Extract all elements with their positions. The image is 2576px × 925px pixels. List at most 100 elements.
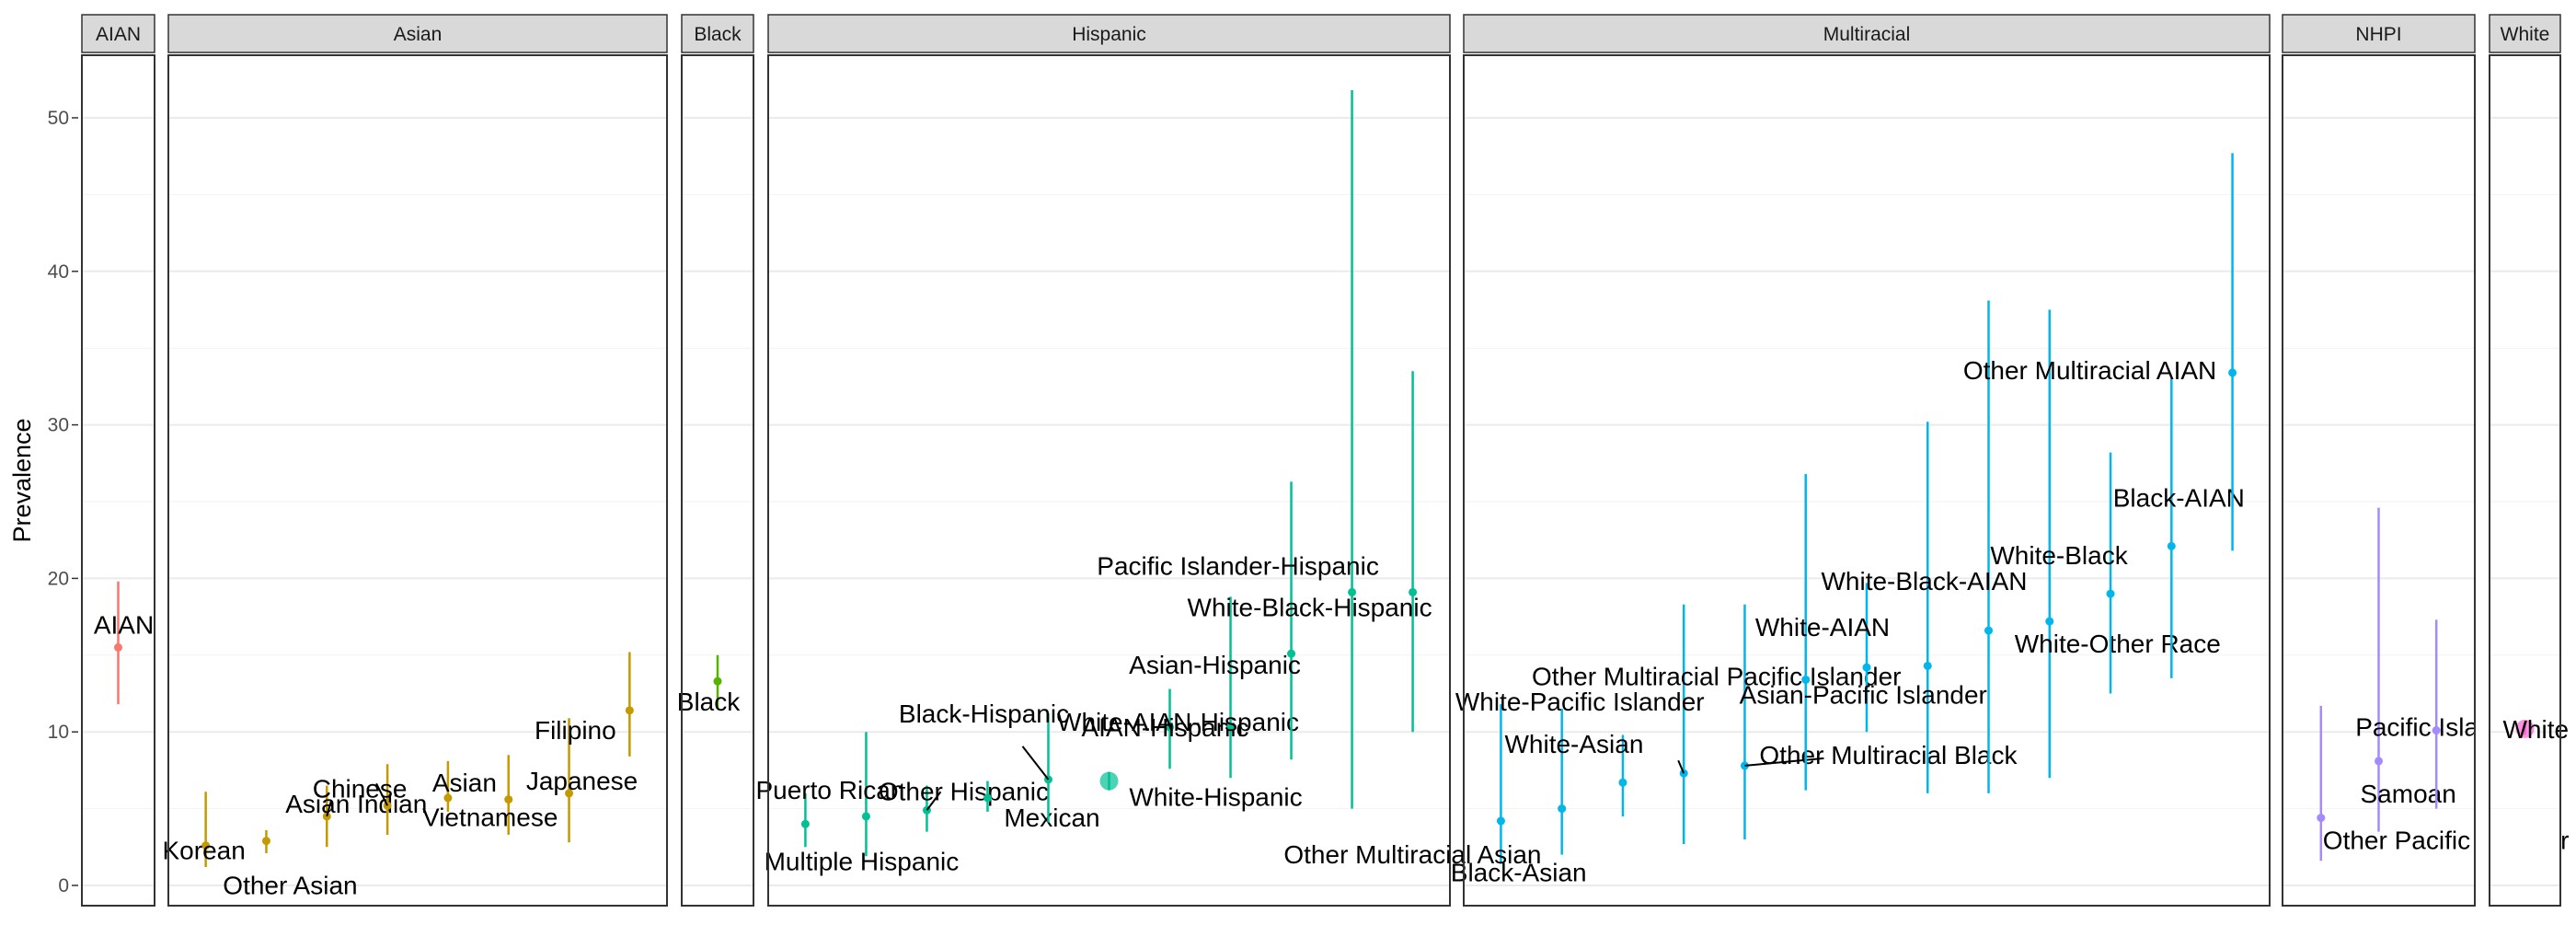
point bbox=[261, 837, 270, 846]
point-label: Chinese bbox=[313, 774, 408, 803]
point-label: Japanese bbox=[526, 767, 638, 795]
point bbox=[1923, 661, 1932, 670]
y-tick-label: 20 bbox=[48, 568, 69, 589]
facet-strip bbox=[2489, 14, 2561, 53]
point-label: White-Hispanic bbox=[1129, 783, 1302, 812]
facet-panel bbox=[2490, 55, 2560, 906]
y-tick-label: 30 bbox=[48, 415, 69, 436]
y-axis-title: Prevalence bbox=[8, 418, 36, 542]
point bbox=[2515, 719, 2535, 738]
facet-strip bbox=[167, 14, 668, 53]
point-label: Other Asian bbox=[223, 872, 357, 900]
point bbox=[1409, 587, 1418, 596]
facet-strip-label: NHPI bbox=[2355, 24, 2401, 45]
facet-white: White White bbox=[2489, 14, 2570, 907]
point-label: AIAN-Hispanic bbox=[1081, 713, 1248, 742]
point bbox=[1287, 649, 1296, 658]
facet-panel-border bbox=[2489, 54, 2561, 907]
point bbox=[565, 789, 574, 798]
facet-strip-label: Black bbox=[694, 24, 742, 45]
point bbox=[2228, 368, 2237, 377]
label-leader-line bbox=[1677, 759, 1685, 774]
point-label: Asian bbox=[432, 769, 497, 797]
point bbox=[1496, 816, 1505, 826]
point-label: Other Multiracial AIAN bbox=[1963, 356, 2216, 385]
facet-strip-label: AIAN bbox=[96, 24, 141, 45]
facet-strip-label: Asian bbox=[394, 24, 443, 45]
point bbox=[2317, 814, 2326, 823]
point-label: White-AIAN-Hispanic bbox=[1057, 708, 1299, 736]
facet-strip bbox=[1463, 14, 2271, 53]
facet-strip bbox=[767, 14, 1451, 53]
facet-panel-border bbox=[1463, 54, 2271, 907]
point-label: Other Hispanic bbox=[879, 777, 1049, 805]
facet-panel-border bbox=[767, 54, 1451, 907]
facet-panel bbox=[1464, 55, 2270, 906]
point-label: White-Pacific Islander bbox=[1455, 688, 1705, 716]
facet-panel bbox=[168, 55, 667, 906]
point bbox=[201, 841, 211, 850]
facet-strip bbox=[2282, 14, 2476, 53]
point bbox=[1099, 771, 1119, 791]
point bbox=[1226, 723, 1236, 732]
facet-black: Black Black bbox=[677, 14, 754, 907]
point-label: White bbox=[2503, 715, 2570, 744]
facet-hispanic: Hispanic Multiple Hispanic Puerto RicanOth… bbox=[755, 14, 1451, 907]
point-label: Black-Hispanic bbox=[899, 700, 1069, 728]
facet-panel bbox=[82, 55, 155, 906]
facet-panel-border bbox=[81, 54, 155, 907]
point bbox=[983, 793, 992, 803]
facet-panel-border bbox=[2282, 54, 2476, 907]
facet-strip bbox=[81, 14, 155, 53]
label-leader-line bbox=[326, 799, 333, 817]
point bbox=[800, 819, 810, 828]
point-label: Black-AIAN bbox=[2113, 483, 2245, 512]
point-label: White-Other Race bbox=[2015, 630, 2221, 658]
point bbox=[2106, 589, 2115, 598]
point-label: Multiple Hispanic bbox=[765, 847, 960, 875]
point bbox=[2432, 726, 2441, 735]
point-label: Mexican bbox=[1004, 804, 1099, 832]
facet-strip-label: White bbox=[2501, 24, 2550, 45]
facet-strip bbox=[681, 14, 754, 53]
point-label: Black bbox=[677, 688, 741, 716]
label-leader-line bbox=[1021, 746, 1050, 780]
point bbox=[443, 793, 453, 803]
point bbox=[1166, 723, 1175, 732]
point bbox=[1558, 804, 1567, 814]
facet-aian: AIAN AIAN bbox=[81, 14, 155, 907]
facet-panel-border bbox=[681, 54, 754, 907]
point bbox=[713, 676, 722, 686]
y-tick-label: 40 bbox=[48, 261, 69, 283]
label-leader-line bbox=[926, 791, 942, 811]
point bbox=[1801, 675, 1811, 684]
label-leader-line bbox=[375, 782, 388, 806]
point-label: White-Black bbox=[1990, 541, 2128, 570]
point bbox=[2045, 617, 2054, 626]
point bbox=[625, 706, 634, 715]
y-tick-label: 10 bbox=[48, 722, 69, 743]
facet-asian: Asian Korean Other Asian Asian IndianChines… bbox=[163, 14, 668, 907]
point-label: Other Multiracial Pacific Islander bbox=[1532, 662, 1901, 690]
point-label: Korean bbox=[163, 837, 246, 865]
point-label: Asian-Pacific Islander bbox=[1740, 680, 1987, 709]
point-label: White-Black-Hispanic bbox=[1188, 593, 1432, 621]
point-label: Asian Indian bbox=[285, 790, 427, 818]
point bbox=[1348, 587, 1357, 596]
facet-panel bbox=[768, 55, 1450, 906]
point bbox=[1862, 663, 1871, 672]
y-tick-label: 50 bbox=[48, 108, 69, 129]
label-leader-line bbox=[1744, 757, 1824, 767]
point-label: White-Asian bbox=[1504, 730, 1643, 758]
point bbox=[2167, 541, 2176, 550]
point-label: Vietnamese bbox=[422, 804, 558, 832]
facet-panel-border bbox=[167, 54, 668, 907]
facet-strip-label: Hispanic bbox=[1072, 24, 1146, 45]
point-label: AIAN bbox=[94, 610, 154, 639]
point bbox=[1618, 778, 1627, 787]
point-label: Other Multiracial Asian bbox=[1283, 840, 1541, 869]
